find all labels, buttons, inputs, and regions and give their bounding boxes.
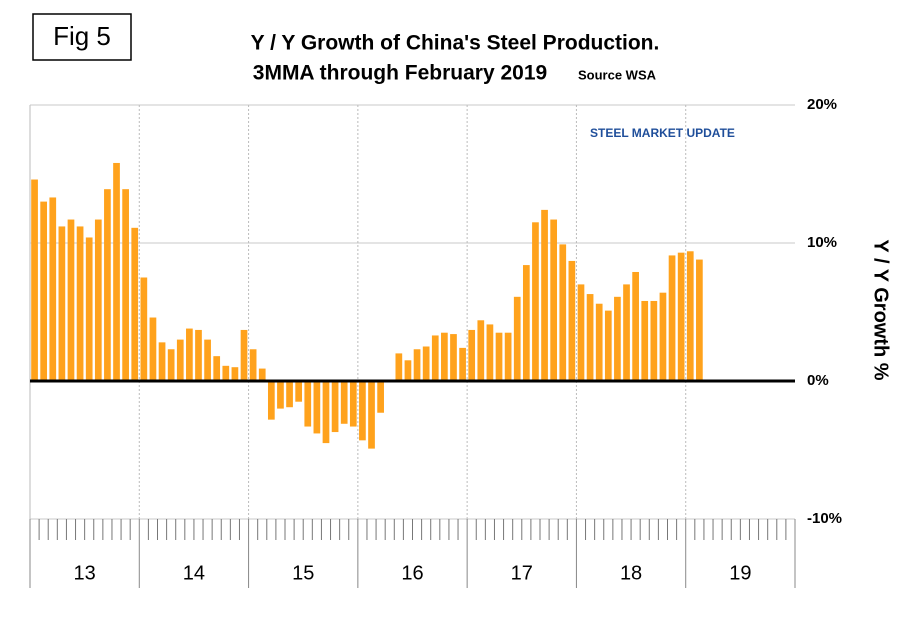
bar — [349, 381, 357, 427]
bar — [58, 226, 66, 381]
bar — [258, 368, 266, 381]
bar — [313, 381, 321, 434]
bar — [404, 360, 412, 381]
y-tick-label: -10% — [807, 510, 842, 527]
bar — [31, 179, 38, 381]
bar — [186, 328, 193, 381]
y-tick-label: 0% — [807, 372, 829, 389]
bar — [614, 296, 621, 381]
bar — [67, 219, 75, 381]
bar — [267, 381, 275, 420]
bar — [131, 227, 139, 381]
bar — [623, 284, 630, 381]
bar — [450, 334, 457, 381]
bar — [40, 201, 48, 381]
bar — [222, 365, 230, 381]
bar — [586, 294, 594, 381]
bar — [532, 222, 539, 381]
bar — [413, 349, 421, 381]
bar — [459, 347, 466, 381]
chart-title: Y / Y Growth of China's Steel Production… — [251, 32, 660, 55]
bar — [468, 329, 476, 381]
bar — [277, 381, 284, 409]
source: Source WSA — [578, 67, 657, 82]
bar — [368, 381, 375, 449]
x-group-label: 17 — [511, 562, 533, 584]
bar — [668, 255, 676, 381]
bar — [677, 252, 685, 381]
figure-label: Fig 5 — [53, 21, 111, 51]
bar — [286, 381, 293, 408]
bar — [85, 237, 93, 381]
bar — [149, 317, 157, 381]
bar — [604, 310, 612, 381]
bar — [331, 381, 339, 433]
y-tick-label: 20% — [807, 96, 837, 113]
x-group-label: 14 — [183, 562, 205, 584]
bar — [140, 277, 148, 381]
x-group-label: 15 — [292, 562, 314, 584]
bar — [122, 189, 129, 381]
bar — [395, 353, 403, 381]
bar — [550, 219, 558, 381]
bar — [359, 381, 366, 441]
bar — [304, 381, 312, 427]
bar — [94, 219, 102, 381]
x-group-label: 19 — [729, 562, 751, 584]
figure-box — [32, 13, 132, 61]
bar — [158, 342, 166, 381]
bar — [486, 324, 494, 381]
bar — [204, 339, 211, 381]
bar — [696, 259, 703, 381]
bar — [659, 292, 667, 381]
bar — [595, 303, 603, 381]
bar — [322, 381, 330, 444]
logo: STEEL MARKET UPDATE — [590, 126, 735, 140]
bar — [377, 381, 384, 413]
bar — [195, 329, 202, 381]
bar — [231, 367, 239, 381]
bar — [650, 300, 658, 381]
bar — [340, 381, 348, 424]
bar — [641, 300, 649, 381]
bar — [441, 332, 448, 381]
bar — [559, 244, 567, 381]
x-group-label: 18 — [620, 562, 642, 584]
bar — [495, 332, 503, 381]
bar — [577, 284, 585, 381]
chart-subtitle: 3MMA through February 2019 — [253, 62, 547, 85]
bar — [167, 349, 175, 381]
bar — [113, 162, 120, 381]
bar — [632, 271, 639, 381]
bar — [176, 339, 184, 381]
bar — [513, 296, 521, 381]
bar — [249, 349, 257, 381]
bar — [522, 265, 530, 381]
bar — [76, 226, 84, 381]
x-group-label: 16 — [401, 562, 423, 584]
bar — [541, 209, 548, 381]
bar — [213, 356, 221, 381]
bar — [477, 320, 485, 381]
bar — [431, 335, 439, 381]
bar — [295, 381, 303, 402]
y-axis-label: Y / Y Growth % — [870, 239, 892, 380]
bar — [422, 346, 430, 381]
bar — [49, 197, 57, 381]
bar — [104, 189, 111, 381]
y-tick-label: 10% — [807, 234, 837, 251]
x-group-label: 13 — [74, 562, 96, 584]
bar — [504, 332, 512, 381]
bar — [686, 251, 694, 381]
bar — [568, 260, 576, 381]
bar — [240, 329, 248, 381]
